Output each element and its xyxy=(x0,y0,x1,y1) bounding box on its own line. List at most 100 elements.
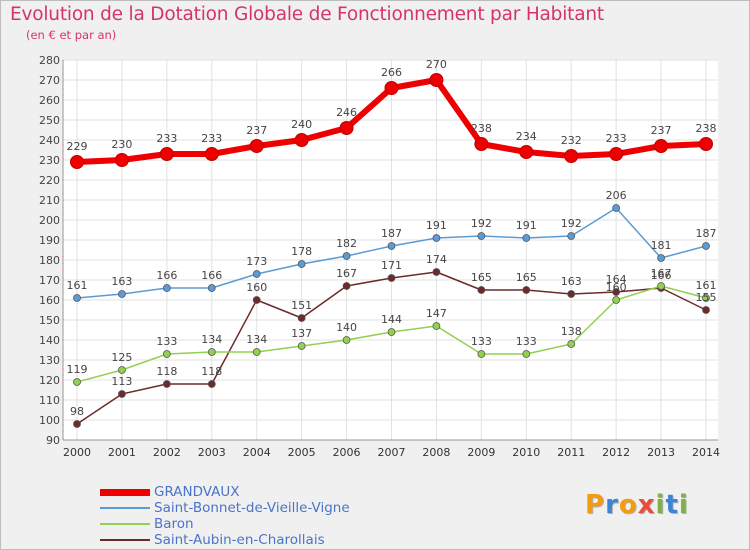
data-label: 187 xyxy=(381,227,402,240)
data-point xyxy=(70,155,84,169)
data-label: 246 xyxy=(336,106,357,119)
logo-letter: P xyxy=(585,490,606,520)
data-label: 137 xyxy=(291,327,312,340)
data-label: 163 xyxy=(111,275,132,288)
data-label: 182 xyxy=(336,237,357,250)
data-point xyxy=(654,139,669,153)
x-tick-label: 2005 xyxy=(288,446,316,459)
data-label: 133 xyxy=(516,335,537,348)
data-point xyxy=(522,286,531,294)
data-point xyxy=(297,342,306,350)
legend-item: Saint-Aubin-en-Charollais xyxy=(100,532,350,548)
data-label: 233 xyxy=(201,132,222,145)
data-label: 166 xyxy=(651,269,672,282)
data-point xyxy=(702,294,710,302)
x-tick-label: 2011 xyxy=(557,446,585,459)
y-tick-label: 200 xyxy=(39,214,60,227)
data-label: 140 xyxy=(336,321,357,334)
logo-letter: t xyxy=(665,490,679,520)
data-point xyxy=(477,286,486,294)
x-tick-label: 2000 xyxy=(63,446,91,459)
data-point xyxy=(342,336,351,344)
legend-item: GRANDVAUX xyxy=(100,484,350,500)
data-label: 160 xyxy=(606,281,627,294)
data-point xyxy=(249,139,264,153)
legend-item: Saint-Bonnet-de-Vieille-Vigne xyxy=(100,500,350,516)
chart-subtitle: (en € et par an) xyxy=(26,28,117,42)
data-label: 238 xyxy=(471,122,492,135)
data-label: 233 xyxy=(156,132,177,145)
legend-label: Saint-Bonnet-de-Vieille-Vigne xyxy=(154,500,350,516)
data-point xyxy=(342,282,351,290)
data-label: 234 xyxy=(516,130,537,143)
data-point xyxy=(252,270,261,278)
data-point xyxy=(567,290,576,298)
y-tick-label: 120 xyxy=(39,374,60,387)
x-tick-label: 2010 xyxy=(512,446,540,459)
data-label: 155 xyxy=(696,291,717,304)
y-tick-label: 140 xyxy=(39,334,60,347)
data-point xyxy=(522,234,531,242)
legend-item: Baron xyxy=(100,516,350,532)
data-point xyxy=(297,314,306,322)
data-label: 118 xyxy=(201,365,222,378)
legend-label: Baron xyxy=(154,516,194,532)
data-label: 133 xyxy=(471,335,492,348)
y-tick-label: 160 xyxy=(39,294,60,307)
data-point xyxy=(207,284,216,292)
data-label: 237 xyxy=(246,124,267,137)
data-label: 144 xyxy=(381,313,402,326)
data-point xyxy=(432,234,441,242)
data-label: 187 xyxy=(696,227,717,240)
data-label: 133 xyxy=(156,335,177,348)
x-tick-label: 2014 xyxy=(692,446,720,459)
y-tick-label: 100 xyxy=(39,414,60,427)
data-label: 164 xyxy=(606,273,627,286)
y-tick-label: 180 xyxy=(39,254,60,267)
data-label: 191 xyxy=(516,219,537,232)
data-point xyxy=(567,232,576,240)
data-point xyxy=(702,242,710,250)
data-label: 173 xyxy=(246,255,267,268)
legend-swatch xyxy=(100,523,150,525)
legend-swatch xyxy=(100,539,150,541)
data-point xyxy=(387,274,396,282)
data-point xyxy=(564,149,579,163)
legend-swatch xyxy=(100,488,150,496)
data-label: 237 xyxy=(651,124,672,137)
x-tick-label: 2003 xyxy=(198,446,226,459)
y-tick-label: 210 xyxy=(39,194,60,207)
data-label: 151 xyxy=(291,299,312,312)
data-point xyxy=(204,147,219,161)
x-tick-label: 2007 xyxy=(378,446,406,459)
data-point xyxy=(118,366,126,374)
data-point xyxy=(612,296,621,304)
logo-letter: i xyxy=(678,490,689,520)
y-tick-label: 280 xyxy=(39,54,60,67)
data-point xyxy=(477,232,486,240)
data-label: 266 xyxy=(381,66,402,79)
data-point xyxy=(114,153,129,167)
data-label: 166 xyxy=(156,269,177,282)
data-point xyxy=(432,322,441,330)
data-label: 161 xyxy=(67,279,88,292)
x-tick-label: 2012 xyxy=(602,446,630,459)
data-label: 191 xyxy=(426,219,447,232)
data-point xyxy=(432,268,441,276)
legend-label: GRANDVAUX xyxy=(154,484,240,500)
data-point xyxy=(252,296,261,304)
data-label: 233 xyxy=(606,132,627,145)
data-label: 165 xyxy=(516,271,537,284)
data-point xyxy=(118,290,126,298)
logo-letter: o xyxy=(618,490,638,520)
data-label: 166 xyxy=(201,269,222,282)
y-tick-label: 250 xyxy=(39,114,60,127)
y-tick-label: 110 xyxy=(39,394,60,407)
data-label: 171 xyxy=(381,259,402,272)
x-tick-label: 2013 xyxy=(647,446,675,459)
data-label: 174 xyxy=(426,253,447,266)
data-point xyxy=(162,284,171,292)
data-point xyxy=(73,378,81,386)
data-label: 229 xyxy=(67,140,88,153)
data-point xyxy=(162,380,171,388)
